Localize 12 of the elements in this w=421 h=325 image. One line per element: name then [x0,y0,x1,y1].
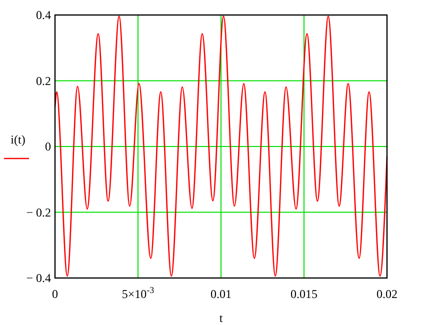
x-tick-label: 0.02 [376,287,398,301]
line-series [54,16,388,277]
y-tick-label: 0.4 [36,8,51,22]
y-tick-label: 0.2 [36,74,51,88]
x-axis-title: t [219,311,224,325]
x-tick-label: 5×10$^{-3}$ [122,285,155,301]
y-tick-label: 0 [45,140,51,154]
y-tick-label: − 0.4 [26,271,51,286]
x-tick-label: 0.015 [290,287,318,301]
y-tick-label: − 0.2 [26,205,51,220]
y-axis-title: i(t) [10,132,26,146]
x-tick-label: 0.01 [210,287,232,301]
